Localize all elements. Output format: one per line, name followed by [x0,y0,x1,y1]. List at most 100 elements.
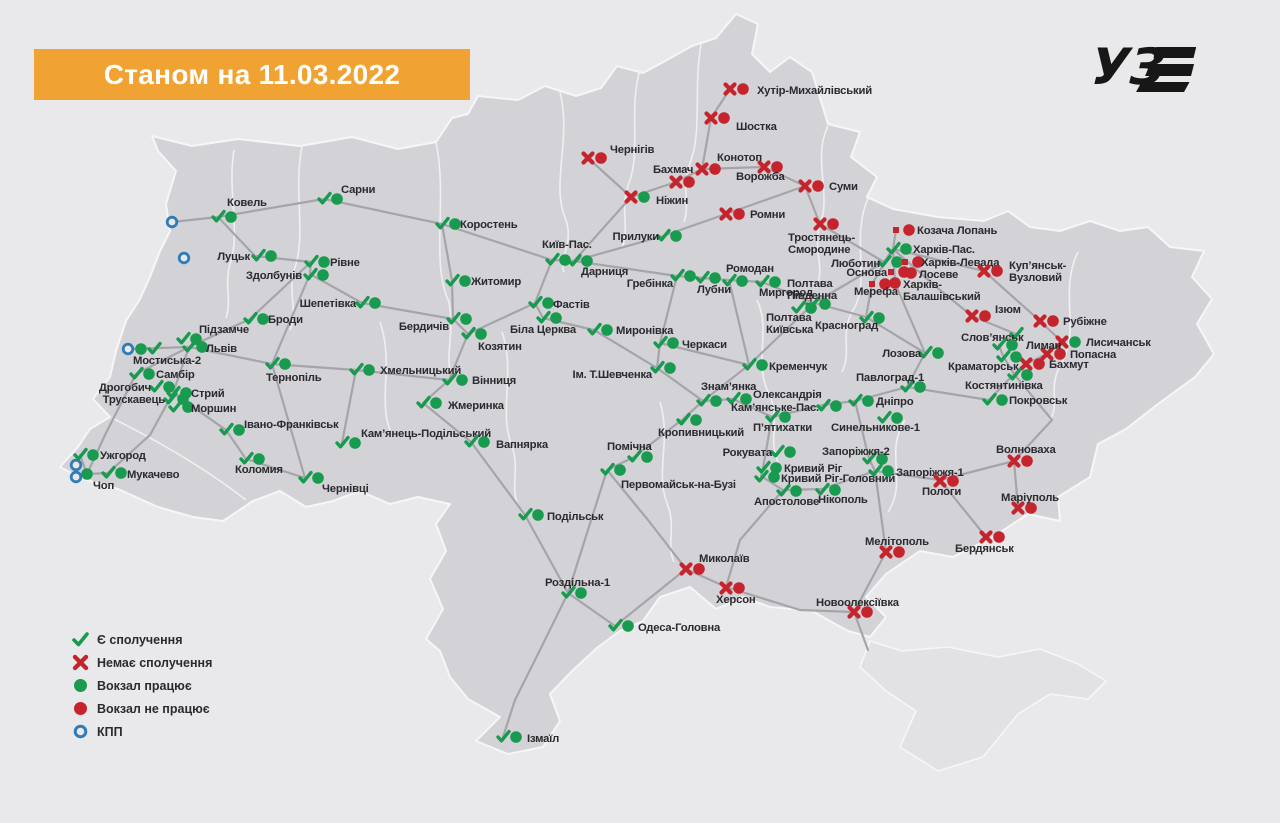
station: Куп’янськ-Вузловий [977,260,1067,284]
check-icon [251,248,266,262]
station-label: Краматорськ [948,361,1019,373]
station-label: Лисичанськ [1086,337,1151,349]
station-open-dot [862,395,874,407]
check-icon [695,270,710,284]
station-label: Чоп [93,480,114,492]
station-closed-dot [693,563,705,575]
station-open-dot [456,374,468,386]
station-label: Чернівці [322,483,369,495]
railway-line [613,567,688,628]
station-label: Ужгород [100,450,146,462]
station-label: Кременчук [769,361,828,373]
station-open-dot [478,436,490,448]
station: Покровськ [982,392,1068,407]
station: Миколаїв [679,553,750,576]
check-icon [859,310,874,324]
railway-line [891,228,898,251]
station: Миргород [755,274,813,299]
station-closed-dot [812,180,824,192]
station-open-dot [430,397,442,409]
station-label: Попасна [1070,349,1117,361]
station-open-dot [876,453,888,465]
station-closed-dot [905,267,917,279]
railway-line [684,567,728,589]
station-label: Моршин [191,403,237,415]
station: Луцьк [217,248,277,263]
station: Ужгород [73,447,146,462]
check-icon [219,422,234,436]
check-icon [600,462,615,476]
station: Козятин [461,326,522,353]
station-label: Ромни [750,209,785,221]
station-label: Кам’янське-Пас. [731,402,819,414]
station-label: Прилуки [613,231,660,243]
check-icon [770,444,785,458]
station-label: Полтава Київська [766,312,814,336]
cross-icon [757,160,771,174]
check-icon [239,451,254,465]
station-open-dot [779,411,791,423]
red-dot-icon [74,702,87,715]
station-label: Дніпро [876,396,914,408]
station-label: Апостолове [754,496,819,508]
cross-icon [798,179,812,193]
station-label: Хутір-Михайлівський [757,85,872,97]
station: Мелітополь [865,536,929,559]
check-icon [567,253,582,267]
station-open-dot [510,731,522,743]
station-closed-dot [595,152,607,164]
station-label: Здолбунів [246,270,302,282]
cross-icon [72,654,89,671]
check-icon [435,216,450,230]
station-open-dot [614,464,626,476]
station: Нікополь [815,482,868,506]
station-open-dot [475,328,487,340]
station: Новоолексіївка [816,597,900,619]
station: Рівне [304,254,360,269]
station: Попасна [1040,347,1117,361]
railway-line [501,591,570,739]
station-open-dot [1006,339,1018,351]
check-icon [696,393,711,407]
station-label: Рівне [330,257,360,269]
station-label: Костянтинівка [965,380,1044,392]
station-label: Маріуполь [1001,492,1059,504]
station: Помічна [607,441,653,463]
station-closed-dot [827,218,839,230]
station-open-dot [805,302,817,314]
station: Кривий Ріг-Головний [754,469,896,485]
station-label: Фастів [553,299,590,311]
station-closed-dot [733,582,745,594]
check-icon [816,398,831,412]
station: Лубни [695,270,731,296]
border-crossings [69,215,191,484]
station-open-dot [769,276,781,288]
station: Синельникове-1 [831,410,920,434]
check-icon [653,335,668,349]
station: Миронівка [587,322,674,337]
station-label: Ворожба [736,171,785,183]
station-label: Конотоп [717,152,762,164]
station-label: Одеса-Головна [638,622,721,634]
check-icon [73,447,88,461]
station-open-dot [670,230,682,242]
station: Броди [243,311,303,326]
check-icon [464,434,479,448]
station-label: Кривий Ріг-Головний [781,473,895,485]
station-label: Вапнярка [496,439,549,451]
station-open-dot [664,362,676,374]
station: Дарниця [567,253,628,278]
station: Кам’янське-Пас. [731,398,842,414]
cross-icon [704,111,718,125]
station-label: Синельникове-1 [831,422,920,434]
station-open-dot [225,211,237,223]
railway-line [187,345,451,382]
station: Хутір-Михайлівський [723,82,872,97]
station: Фастів [528,295,590,311]
station-closed-dot [993,531,1005,543]
station: Полтава Київська [766,300,817,336]
station-open-dot [770,462,782,474]
station-open-dot [932,347,944,359]
legend-item-station-open: Вокзал працює [72,677,212,694]
station: Шостка [704,111,778,133]
